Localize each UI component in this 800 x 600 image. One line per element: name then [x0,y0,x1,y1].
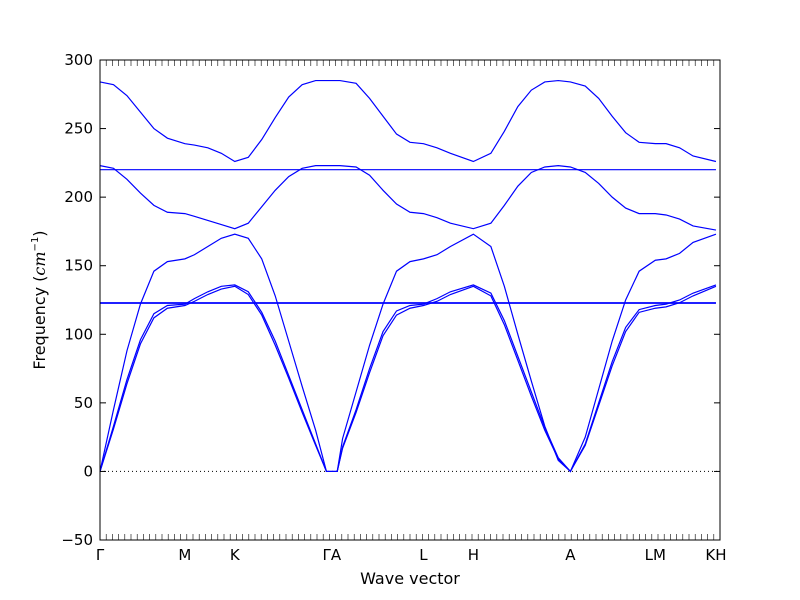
y-tick-label: 0 [83,462,93,480]
phonon-branch-3 [99,164,717,231]
y-axis-title-main: Frequency ( [30,276,49,370]
x-tick-labels: Γ M K ΓA L H A LM KH [96,546,727,564]
y-axis-title: Frequency (cm−1) [30,230,49,369]
phonon-branch-1 [99,79,717,163]
x-tick-label: Γ [96,546,105,564]
y-tick-label: 200 [64,188,93,206]
y-tick-label: −50 [61,531,93,549]
x-axis-title: Wave vector [360,569,460,588]
plot-background [100,60,720,540]
y-tick-label: 150 [64,257,93,275]
y-tick-label: 250 [64,120,93,138]
ticks-group [99,59,721,541]
y-axis-title-close: ) [30,230,49,236]
series-group [99,79,717,473]
x-tick-label: L [419,546,428,564]
plot-frame [99,59,721,541]
x-tick-label: A [565,546,576,564]
phonon-branch-5 [99,284,717,473]
plot-area [99,59,721,541]
y-tick-label: 50 [74,394,93,412]
x-tick-label: ΓA [323,546,342,564]
y-tick-label: 100 [64,325,93,343]
y-axis-title-unit: cm [30,251,49,275]
phonon-branch-4 [99,233,717,473]
x-tick-label: KH [705,546,726,564]
y-axis-title-unit-exponent: −1 [30,237,41,252]
x-tick-label: M [178,546,191,564]
x-tick-label: H [468,546,479,564]
y-tick-labels: −50 0 50 100 150 200 250 300 [61,51,93,549]
x-tick-label: K [230,546,241,564]
y-tick-label: 300 [64,51,93,69]
x-tick-label: LM [645,546,666,564]
phonon-branch-6 [99,285,717,473]
